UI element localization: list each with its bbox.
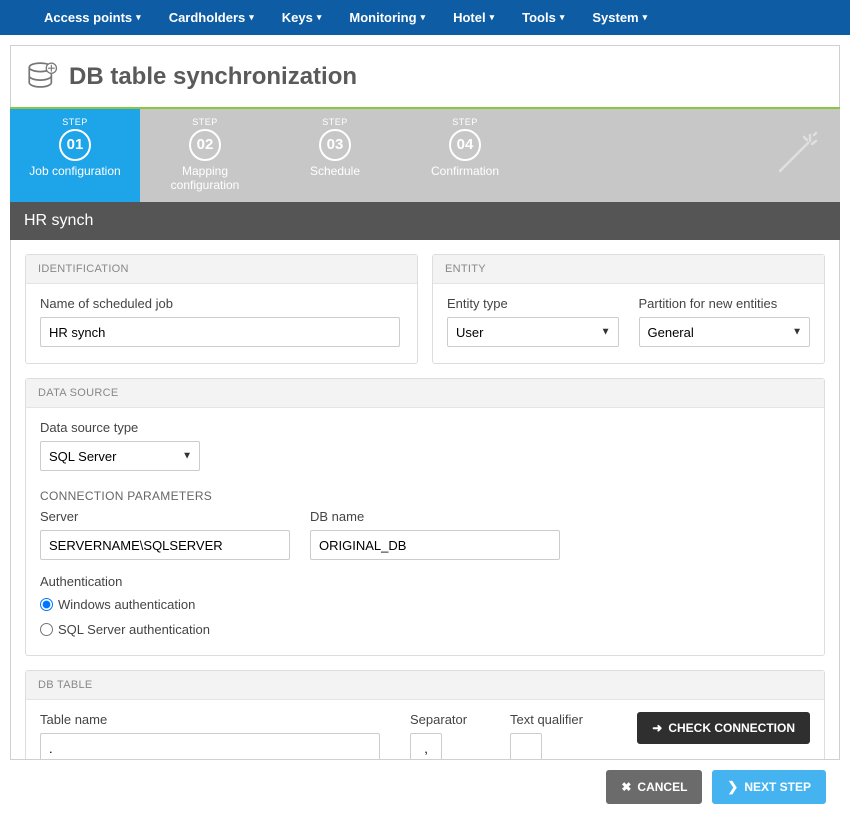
nav-item-cardholders[interactable]: Cardholders▾ [155, 0, 268, 35]
label-authentication: Authentication [40, 574, 810, 589]
nav-item-label: Monitoring [349, 10, 416, 25]
label-tablename: Table name [40, 712, 380, 727]
chevron-down-icon: ▾ [421, 12, 426, 23]
input-qualifier[interactable] [510, 733, 542, 760]
radio-sql-auth-input[interactable] [40, 623, 53, 636]
chevron-down-icon: ▾ [249, 12, 254, 23]
nav-item-system[interactable]: System ▾ [578, 0, 661, 35]
select-ds-type[interactable]: SQL Server [40, 441, 200, 471]
wizard-step-03[interactable]: STEP 03 Schedule [270, 109, 400, 202]
step-title: Confirmation [406, 164, 524, 178]
step-number: 02 [189, 129, 221, 161]
wizard-step-01[interactable]: STEP 01 Job configuration [10, 109, 140, 202]
panel-identification: IDENTIFICATION Name of scheduled job [25, 254, 418, 364]
select-entity-type[interactable]: User [447, 317, 619, 347]
nav-item-hotel[interactable]: Hotel ▾ [439, 0, 508, 35]
nav-item-keys[interactable]: Keys ▾ [268, 0, 336, 35]
radio-sql-auth-label: SQL Server authentication [58, 622, 210, 637]
chevron-down-icon: ▾ [643, 12, 648, 23]
top-nav: Access points▾Cardholders▾Keys▾Monitorin… [0, 0, 850, 35]
radio-windows-auth-label: Windows authentication [58, 597, 195, 612]
wand-icon [770, 127, 824, 184]
next-step-label: NEXT STEP [744, 780, 811, 794]
panel-header-entity: ENTITY [433, 255, 824, 284]
panel-header-datasource: DATA SOURCE [26, 379, 824, 408]
next-step-button[interactable]: ❯ NEXT STEP [712, 770, 826, 804]
subheader-connection-params: CONNECTION PARAMETERS [40, 489, 810, 503]
wizard-step-02[interactable]: STEP 02 Mapping configuration [140, 109, 270, 202]
label-qualifier: Text qualifier [510, 712, 600, 727]
check-connection-button[interactable]: ➜ CHECK CONNECTION [637, 712, 810, 744]
select-partition[interactable]: General [639, 317, 811, 347]
nav-item-label: Keys [282, 10, 313, 25]
chevron-down-icon: ▾ [490, 12, 495, 23]
step-label: STEP [16, 117, 134, 127]
step-title: Job configuration [16, 164, 134, 178]
input-server[interactable] [40, 530, 290, 560]
footer-bar: ✖ CANCEL ❯ NEXT STEP [10, 760, 840, 818]
label-ds-type: Data source type [40, 420, 200, 435]
input-tablename[interactable] [40, 733, 380, 760]
step-label: STEP [406, 117, 524, 127]
step-title: Mapping configuration [146, 164, 264, 192]
radio-sql-auth[interactable]: SQL Server authentication [40, 622, 810, 637]
step-title: Schedule [276, 164, 394, 178]
subtitle-bar: HR synch [10, 202, 840, 240]
radio-windows-auth[interactable]: Windows authentication [40, 597, 810, 612]
label-partition: Partition for new entities [639, 296, 811, 311]
panel-header-identification: IDENTIFICATION [26, 255, 417, 284]
step-number: 03 [319, 129, 351, 161]
label-entity-type: Entity type [447, 296, 619, 311]
nav-item-label: Access points [44, 10, 132, 25]
label-separator: Separator [410, 712, 480, 727]
nav-item-label: Hotel [453, 10, 486, 25]
panel-entity: ENTITY Entity type User ▼ [432, 254, 825, 364]
wizard-step-04[interactable]: STEP 04 Confirmation [400, 109, 530, 202]
input-dbname[interactable] [310, 530, 560, 560]
panel-datasource: DATA SOURCE Data source type SQL Server … [25, 378, 825, 656]
db-sync-icon [25, 58, 59, 95]
wizard-steps: STEP 01 Job configuration STEP 02 Mapping con… [10, 107, 840, 202]
nav-item-label: System [592, 10, 638, 25]
radio-windows-auth-input[interactable] [40, 598, 53, 611]
panel-dbtable: DB TABLE Table name Separator Text quali… [25, 670, 825, 760]
input-separator[interactable] [410, 733, 442, 760]
check-connection-label: CHECK CONNECTION [668, 721, 795, 735]
chevron-down-icon: ▾ [560, 12, 565, 23]
cancel-button[interactable]: ✖ CANCEL [606, 770, 702, 804]
cancel-icon: ✖ [621, 780, 631, 794]
step-number: 04 [449, 129, 481, 161]
chevron-right-icon: ❯ [727, 779, 738, 795]
page-title: DB table synchronization [69, 63, 357, 91]
cancel-label: CANCEL [637, 780, 687, 794]
panel-header-dbtable: DB TABLE [26, 671, 824, 700]
nav-item-label: Cardholders [169, 10, 246, 25]
step-label: STEP [276, 117, 394, 127]
nav-item-monitoring[interactable]: Monitoring ▾ [335, 0, 439, 35]
nav-item-access-points[interactable]: Access points ▾ [30, 0, 155, 35]
step-label: STEP [146, 117, 264, 127]
label-dbname: DB name [310, 509, 560, 524]
content-scroll[interactable]: IDENTIFICATION Name of scheduled job ENT… [10, 240, 840, 760]
nav-item-tools[interactable]: Tools ▾ [508, 0, 578, 35]
chevron-down-icon: ▾ [136, 12, 141, 23]
nav-item-label: Tools [522, 10, 556, 25]
input-job-name[interactable] [40, 317, 400, 347]
step-number: 01 [59, 129, 91, 161]
label-job-name: Name of scheduled job [40, 296, 403, 311]
page-container: DB table synchronization STEP 01 Job confi… [0, 35, 850, 828]
arrow-right-icon: ➜ [652, 721, 662, 735]
page-header: DB table synchronization [10, 45, 840, 107]
chevron-down-icon: ▾ [317, 12, 322, 23]
label-server: Server [40, 509, 290, 524]
